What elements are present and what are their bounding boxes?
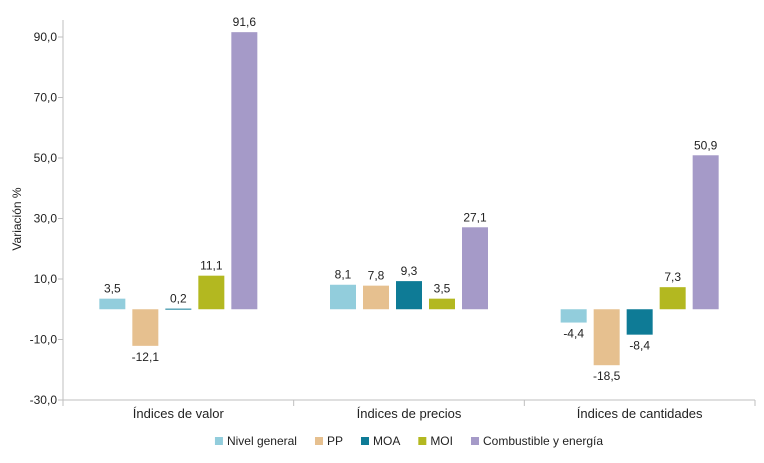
bar-moa	[165, 308, 192, 310]
bar-moa	[626, 309, 653, 335]
bar-moi	[659, 287, 686, 310]
category-label: Índices de cantidades	[577, 406, 703, 421]
bar-combustible-y-energ-a	[692, 155, 719, 310]
data-label: 7,8	[368, 269, 385, 283]
legend-swatch	[418, 437, 427, 445]
data-label: 27,1	[463, 210, 487, 224]
legend-label: Nivel general	[227, 434, 297, 448]
data-label: -4,4	[563, 327, 584, 341]
legend-label: PP	[327, 434, 343, 448]
y-tick-label: 30,0	[34, 212, 58, 226]
data-label: 50,9	[694, 138, 718, 152]
bar-moi	[429, 298, 455, 310]
data-label: 0,2	[170, 292, 187, 306]
category-label: Índices de valor	[133, 406, 225, 421]
data-label: 3,5	[434, 282, 451, 296]
data-label: 11,1	[200, 259, 223, 273]
y-tick-label: -30,0	[30, 393, 58, 407]
bar-moa	[396, 281, 422, 310]
bar-nivel-general	[99, 298, 126, 310]
legend-swatch	[214, 437, 223, 445]
y-tick-label: 90,0	[34, 30, 58, 44]
data-label: 7,3	[664, 270, 681, 284]
y-tick-label: 50,0	[34, 151, 58, 165]
data-label: -8,4	[629, 339, 650, 353]
legend-label: MOI	[430, 434, 453, 448]
data-label: 9,3	[401, 264, 418, 278]
data-label: 8,1	[335, 268, 352, 282]
legend-label: MOA	[373, 434, 400, 448]
bar-combustible-y-energ-a	[462, 227, 488, 310]
legend-swatch	[470, 437, 479, 445]
bar-pp	[132, 309, 159, 346]
bar-moi	[198, 275, 225, 310]
data-label: 91,6	[233, 15, 257, 29]
bar-nivel-general	[330, 284, 356, 310]
y-tick-label: 10,0	[34, 272, 58, 286]
bar-pp	[363, 285, 389, 310]
y-axis-title: Variación %	[10, 187, 24, 250]
y-tick-label: -10,0	[30, 333, 58, 347]
bar-nivel-general	[560, 309, 587, 323]
y-tick-label: 70,0	[34, 91, 58, 105]
data-label: -18,5	[593, 369, 621, 383]
data-label: -12,1	[132, 350, 160, 364]
data-label: 3,5	[104, 282, 121, 296]
bar-combustible-y-energ-a	[231, 32, 258, 310]
legend-swatch	[314, 437, 323, 445]
legend-label: Combustible y energía	[483, 434, 603, 448]
legend-swatch	[360, 437, 369, 445]
bar-pp	[593, 309, 620, 366]
category-label: Índices de precios	[357, 406, 462, 421]
